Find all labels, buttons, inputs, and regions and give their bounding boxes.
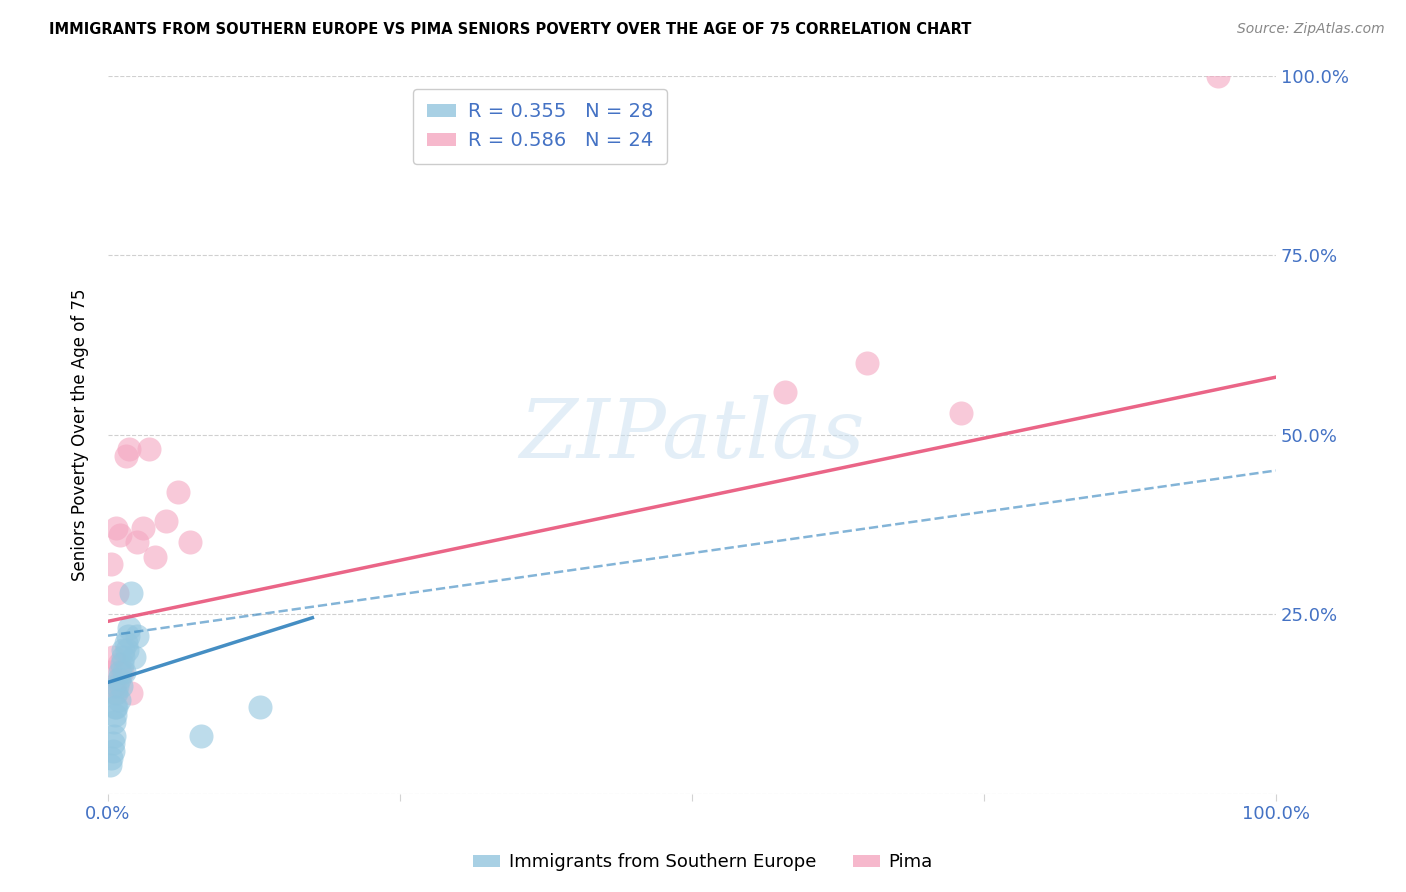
Point <box>105 686 128 700</box>
Point <box>101 650 124 665</box>
Point <box>120 585 142 599</box>
Point <box>105 679 128 693</box>
Point <box>167 485 190 500</box>
Point <box>179 535 201 549</box>
Point <box>249 700 271 714</box>
Point <box>104 707 127 722</box>
Point <box>108 665 131 679</box>
Point <box>112 665 135 679</box>
Point <box>103 729 125 743</box>
Point <box>143 549 166 564</box>
Point <box>775 384 797 399</box>
Point <box>111 657 134 672</box>
Point <box>107 657 129 672</box>
Point <box>115 643 138 657</box>
Point <box>105 521 128 535</box>
Point <box>103 679 125 693</box>
Point <box>112 650 135 665</box>
Point <box>103 714 125 729</box>
Point <box>98 758 121 772</box>
Legend: R = 0.355   N = 28, R = 0.586   N = 24: R = 0.355 N = 28, R = 0.586 N = 24 <box>413 89 666 164</box>
Legend: Immigrants from Southern Europe, Pima: Immigrants from Southern Europe, Pima <box>465 847 941 879</box>
Point <box>190 729 212 743</box>
Point <box>107 693 129 707</box>
Point <box>949 406 972 420</box>
Point <box>104 686 127 700</box>
Point <box>100 557 122 571</box>
Point <box>155 514 177 528</box>
Point <box>110 679 132 693</box>
Point <box>111 665 134 679</box>
Point <box>101 743 124 757</box>
Text: Source: ZipAtlas.com: Source: ZipAtlas.com <box>1237 22 1385 37</box>
Point <box>132 521 155 535</box>
Point <box>1206 69 1229 83</box>
Point <box>120 686 142 700</box>
Point <box>118 622 141 636</box>
Point <box>112 643 135 657</box>
Point <box>118 442 141 456</box>
Point <box>127 629 149 643</box>
Point <box>100 751 122 765</box>
Text: IMMIGRANTS FROM SOUTHERN EUROPE VS PIMA SENIORS POVERTY OVER THE AGE OF 75 CORRE: IMMIGRANTS FROM SOUTHERN EUROPE VS PIMA … <box>49 22 972 37</box>
Point <box>105 585 128 599</box>
Point <box>856 356 879 370</box>
Point <box>138 442 160 456</box>
Point <box>114 636 136 650</box>
Text: ZIPatlas: ZIPatlas <box>519 394 865 475</box>
Point <box>105 700 128 714</box>
Point <box>108 528 131 542</box>
Point <box>104 700 127 714</box>
Point <box>122 650 145 665</box>
Point <box>114 449 136 463</box>
Point <box>101 736 124 750</box>
Point <box>98 665 121 679</box>
Point <box>117 629 139 643</box>
Point <box>107 672 129 686</box>
Y-axis label: Seniors Poverty Over the Age of 75: Seniors Poverty Over the Age of 75 <box>72 288 89 581</box>
Point <box>127 535 149 549</box>
